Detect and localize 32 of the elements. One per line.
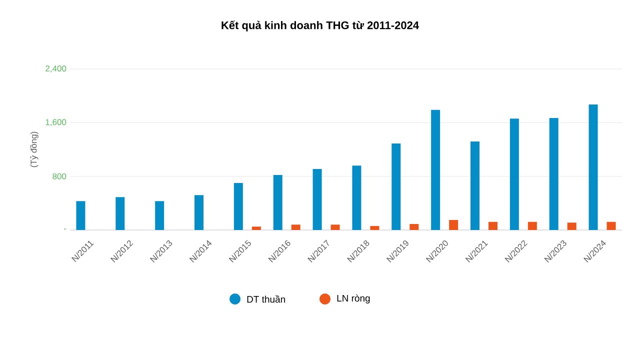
bar <box>488 222 498 230</box>
bar <box>312 168 322 230</box>
bar <box>291 224 300 230</box>
y-axis-title: (Tỷ đồng) <box>30 132 38 168</box>
bar <box>76 201 86 230</box>
bar <box>252 226 261 230</box>
bar <box>510 118 519 230</box>
bar <box>567 222 576 230</box>
bar <box>449 220 458 230</box>
y-tick-label: 2,400 <box>46 65 66 72</box>
bar <box>234 183 243 230</box>
bar <box>116 197 125 230</box>
bar <box>370 226 380 230</box>
bar <box>155 201 164 230</box>
bar <box>352 166 362 230</box>
bar <box>194 195 204 230</box>
bar <box>470 141 480 230</box>
bar <box>431 110 440 230</box>
y-tick-label: - <box>64 228 66 230</box>
y-tick-label: 800 <box>52 173 66 180</box>
bar <box>528 222 537 230</box>
bar <box>273 174 282 230</box>
bar <box>330 224 340 230</box>
legend-label: LN ròng <box>337 294 370 304</box>
y-tick-label: 1,600 <box>46 119 66 126</box>
chart-title: Kết quả kinh doanh THG từ 2011-2024 <box>222 20 419 32</box>
bar <box>549 118 558 230</box>
bar <box>410 224 419 230</box>
bar <box>392 143 401 230</box>
bar <box>588 104 598 230</box>
legend-label: DT thuần <box>247 295 285 303</box>
bar <box>606 222 616 230</box>
